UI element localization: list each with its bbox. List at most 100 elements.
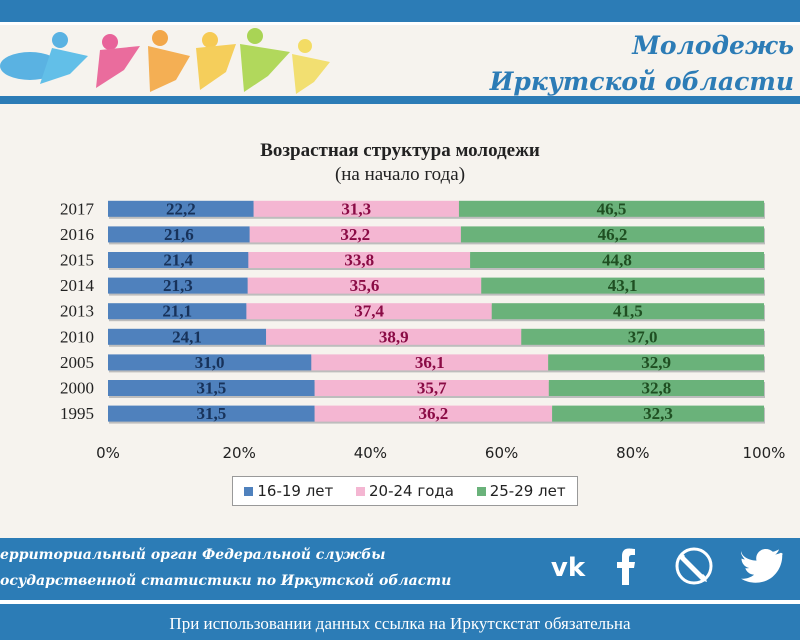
y-tick-label: 2000 (60, 379, 94, 398)
y-tick-label: 2005 (60, 353, 94, 372)
footer-band (0, 538, 800, 602)
bar-data-label: 36,2 (419, 404, 449, 423)
bar-segment (311, 354, 549, 371)
footer-org-line2: осударственной статистики по Иркутской о… (0, 573, 452, 589)
bar-segment (108, 252, 249, 268)
bar-segment (108, 303, 247, 320)
header-title: Молодежь Иркутской области (490, 28, 794, 100)
bar-segment (521, 328, 764, 345)
legend-label-20-24: 20-24 года (369, 482, 454, 500)
legend-label-25-29: 25-29 лет (489, 482, 566, 500)
bar-data-label: 44,8 (602, 251, 632, 270)
bar-data-label: 33,8 (344, 251, 374, 270)
bar-segment (246, 303, 492, 320)
bar-segment (108, 226, 250, 243)
top-bar (0, 0, 800, 22)
svg-text:vk: vk (551, 553, 586, 581)
facebook-icon[interactable] (604, 546, 648, 586)
footer-org-line1: ерриториальный орган Федеральной службы (0, 547, 386, 563)
legend-item-25-29: 25-29 лет (476, 482, 566, 500)
bar-segment (108, 328, 267, 345)
bar-data-label: 21,4 (163, 251, 193, 270)
bar-data-label: 43,1 (608, 276, 638, 295)
usage-notice: При использовании данных ссылка на Иркут… (169, 614, 631, 633)
bar-data-label: 32,3 (643, 404, 673, 423)
bar-data-label: 35,7 (417, 379, 447, 398)
bar-segment (108, 354, 312, 371)
x-tick-label: 80% (616, 444, 649, 462)
bar-segment (481, 277, 764, 294)
chart-title: Возрастная структура молодежи (260, 140, 540, 161)
bar-segment (491, 303, 764, 320)
bar-segment (266, 328, 522, 345)
x-tick-label: 40% (354, 444, 387, 462)
bar-data-label: 31,5 (196, 404, 226, 423)
bar-segment (552, 405, 764, 422)
header-divider (0, 96, 800, 104)
y-tick-label: 2013 (60, 302, 94, 321)
header-title-line1: Молодежь (632, 31, 794, 60)
bar-data-label: 31,5 (196, 379, 226, 398)
y-tick-label: 2015 (60, 251, 94, 270)
bar-segment (247, 277, 482, 294)
bar-segment (249, 226, 461, 243)
x-tick-label: 0% (96, 444, 120, 462)
bar-data-label: 46,5 (597, 199, 627, 218)
bar-data-label: 31,0 (195, 353, 225, 372)
bar-data-label: 32,8 (642, 379, 672, 398)
stacked-bar-chart: 2017 22,2 31,3 46,5 2016 21,6 32,2 46,2 2015 21,4… (60, 199, 786, 462)
bar-data-label: 21,6 (164, 225, 194, 244)
bar-segment (314, 380, 549, 396)
chart-subtitle: (на начало года) (334, 164, 466, 185)
bar-data-label: 24,1 (172, 327, 202, 346)
bar-segment (458, 200, 764, 217)
legend-item-16-19: 16-19 лет (244, 482, 333, 500)
y-tick-label: 2017 (60, 199, 95, 218)
bottom-divider (0, 600, 800, 604)
vk-icon[interactable]: vk (540, 546, 596, 586)
bar-data-label: 21,3 (163, 276, 193, 295)
x-tick-label: 60% (485, 444, 518, 462)
bar-data-label: 46,2 (598, 225, 628, 244)
bar-segment (108, 405, 315, 422)
bar-data-label: 38,9 (379, 327, 409, 346)
legend-swatch-20-24 (356, 486, 365, 496)
bar-data-label: 21,1 (162, 302, 192, 321)
bar-segment (460, 226, 764, 243)
bar-segment (108, 277, 248, 294)
bar-segment (470, 252, 764, 268)
bar-data-label: 22,2 (166, 199, 196, 218)
bar-segment (253, 200, 459, 217)
livejournal-icon[interactable] (668, 546, 720, 586)
twitter-icon[interactable] (736, 546, 790, 586)
bar-data-label: 36,1 (415, 353, 445, 372)
x-tick-label: 20% (223, 444, 256, 462)
bottom-band (0, 604, 800, 640)
legend-swatch-16-19 (244, 486, 254, 496)
bar-data-label: 37,0 (628, 327, 658, 346)
bar-data-label: 41,5 (613, 302, 643, 321)
chart-legend: 16-19 лет 20-24 года 25-29 лет (232, 476, 578, 506)
y-tick-label: 2014 (60, 276, 95, 295)
bar-segment (548, 380, 764, 396)
legend-item-20-24: 20-24 года (356, 482, 454, 500)
youth-silhouettes-image (0, 28, 330, 94)
bar-segment (108, 380, 315, 396)
y-tick-label: 2010 (60, 327, 94, 346)
y-tick-label: 1995 (60, 404, 94, 423)
bar-data-label: 37,4 (354, 302, 384, 321)
footer-org-text: ерриториальный орган Федеральной службы … (0, 542, 451, 594)
top-bar-divider (0, 22, 800, 25)
bar-segment (548, 354, 764, 371)
bar-segment (248, 252, 471, 268)
y-tick-label: 2016 (60, 225, 94, 244)
bar-data-label: 35,6 (350, 276, 380, 295)
bar-segment (314, 405, 553, 422)
x-tick-label: 100% (743, 444, 786, 462)
header-title-line2: Иркутской области (489, 67, 794, 96)
bar-segment (108, 200, 254, 217)
bar-data-label: 31,3 (341, 199, 371, 218)
legend-swatch-25-29 (476, 486, 486, 496)
bar-data-label: 32,2 (340, 225, 370, 244)
legend-label-16-19: 16-19 лет (257, 482, 334, 500)
